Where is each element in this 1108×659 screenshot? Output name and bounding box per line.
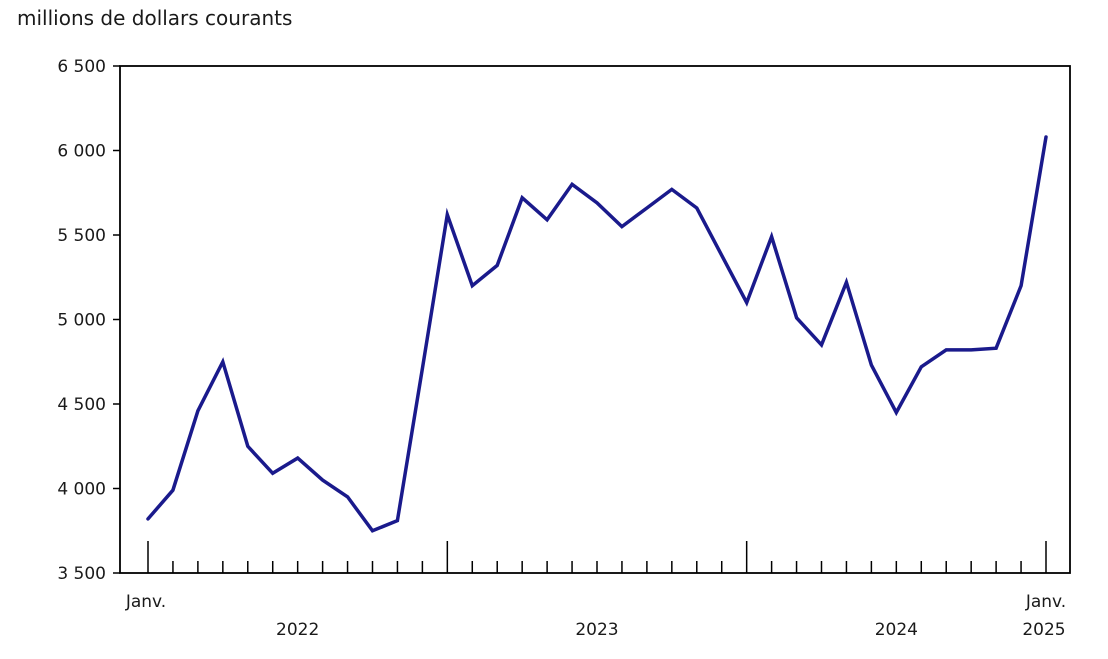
- x-axis-year-label: 2024: [875, 620, 918, 640]
- data-line: [146, 135, 1048, 533]
- y-axis-label: 6 000: [57, 142, 106, 162]
- y-axis-label: 5 000: [57, 311, 106, 331]
- y-axis-label: 6 500: [57, 57, 106, 77]
- x-axis-end-month-label: Janv.: [1025, 592, 1066, 612]
- x-axis-year-label: 2023: [575, 620, 618, 640]
- x-axis-start-month-label: Janv.: [125, 592, 166, 612]
- x-axis-year-label: 2022: [276, 620, 319, 640]
- y-axis-label: 3 500: [57, 564, 106, 584]
- chart-unit-title: millions de dollars courants: [17, 6, 293, 30]
- y-axis-label: 5 500: [57, 226, 106, 246]
- plot-frame: [119, 65, 1071, 574]
- y-axis-label: 4 500: [57, 395, 106, 415]
- y-axis-label: 4 000: [57, 480, 106, 500]
- x-axis-end-year-label: 2025: [1022, 620, 1065, 640]
